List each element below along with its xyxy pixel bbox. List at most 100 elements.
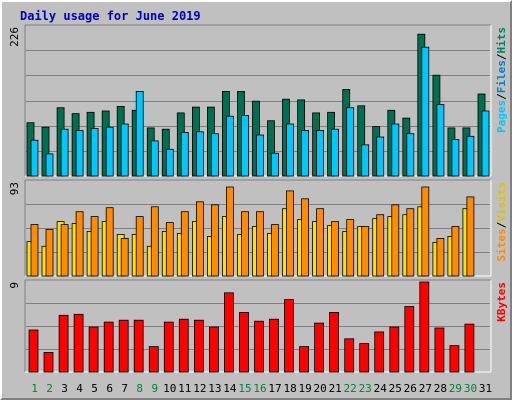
x-tick-label: 30 bbox=[464, 382, 477, 395]
legend-item: / bbox=[495, 93, 508, 100]
bar-pages bbox=[195, 131, 204, 177]
legend-item: KBytes bbox=[495, 282, 508, 322]
legend-item: Files bbox=[495, 60, 508, 93]
bar-visits bbox=[436, 237, 445, 277]
bar-visits bbox=[256, 211, 264, 277]
x-tick-label: 16 bbox=[253, 382, 266, 395]
bar-visits bbox=[376, 214, 385, 277]
x-tick-label: 13 bbox=[208, 382, 221, 395]
x-tick-label: 29 bbox=[449, 382, 462, 395]
bar-kbytes bbox=[374, 331, 385, 373]
bar-pages bbox=[286, 123, 294, 177]
bar-visits bbox=[105, 207, 114, 277]
bar-visits bbox=[225, 186, 234, 277]
bar-kbytes bbox=[178, 318, 189, 373]
bar-kbytes bbox=[299, 346, 310, 373]
x-tick-label: 24 bbox=[374, 382, 388, 395]
x-tick-label: 20 bbox=[313, 382, 326, 395]
bar-visits bbox=[195, 201, 204, 277]
bar-kbytes bbox=[28, 329, 39, 373]
bar-visits bbox=[346, 219, 355, 277]
bar-visits bbox=[210, 204, 219, 277]
bar-kbytes bbox=[103, 321, 114, 373]
bar-kbytes bbox=[118, 319, 129, 373]
y-max-label: 93 bbox=[8, 182, 21, 195]
bar-pages bbox=[60, 128, 69, 177]
bar-pages bbox=[120, 123, 129, 177]
x-tick-label: 8 bbox=[136, 382, 143, 395]
bar-kbytes bbox=[389, 326, 400, 373]
bar-visits bbox=[421, 186, 430, 277]
bar-visits bbox=[135, 216, 144, 277]
bar-visits bbox=[150, 206, 159, 277]
bar-visits bbox=[301, 198, 310, 277]
bar-visits bbox=[120, 237, 129, 277]
bar-kbytes bbox=[434, 327, 445, 373]
bar-pages bbox=[256, 134, 264, 177]
x-tick-label: 28 bbox=[434, 382, 447, 395]
bar-visits bbox=[45, 229, 54, 277]
bar-pages bbox=[436, 104, 445, 177]
bar-visits bbox=[60, 224, 69, 277]
bar-visits bbox=[90, 216, 99, 277]
bar-pages bbox=[331, 128, 340, 177]
bar-hits bbox=[357, 105, 366, 177]
x-tick-label: 7 bbox=[121, 382, 128, 395]
bar-visits bbox=[316, 208, 325, 277]
bar-pages bbox=[241, 115, 249, 177]
bar-kbytes bbox=[43, 351, 54, 373]
bar-visits bbox=[331, 221, 340, 277]
bar-visits bbox=[466, 196, 475, 277]
bar-kbytes bbox=[88, 326, 99, 373]
legend-item: Sites bbox=[495, 228, 508, 261]
bar-kbytes bbox=[148, 346, 159, 373]
x-tick-label: 11 bbox=[178, 382, 191, 395]
x-tick-label: 31 bbox=[479, 382, 492, 395]
bar-visits bbox=[451, 226, 460, 277]
x-tick-label: 14 bbox=[223, 382, 237, 395]
bar-kbytes bbox=[344, 338, 355, 373]
x-tick-label: 22 bbox=[344, 382, 357, 395]
bar-pages bbox=[481, 110, 490, 177]
bar-pages bbox=[135, 91, 144, 177]
x-tick-label: 9 bbox=[151, 382, 158, 395]
bar-kbytes bbox=[133, 319, 144, 373]
bar-pages bbox=[271, 152, 279, 177]
bar-kbytes bbox=[239, 311, 249, 373]
bar-pages bbox=[316, 130, 325, 177]
bar-pages bbox=[406, 133, 415, 177]
x-tick-label: 3 bbox=[61, 382, 68, 395]
bar-kbytes bbox=[464, 323, 475, 373]
chart-title: Daily usage for June 2019 bbox=[20, 9, 201, 23]
bar-kbytes bbox=[359, 343, 370, 373]
x-tick-label: 19 bbox=[298, 382, 311, 395]
bar-pages bbox=[180, 131, 189, 177]
bar-pages bbox=[466, 135, 475, 177]
y-max-label: 9 bbox=[8, 282, 21, 289]
bar-pages bbox=[376, 136, 385, 177]
x-tick-label: 10 bbox=[163, 382, 176, 395]
bar-kbytes bbox=[449, 345, 460, 373]
bar-pages bbox=[346, 107, 355, 177]
x-tick-label: 23 bbox=[359, 382, 372, 395]
x-tick-label: 21 bbox=[329, 382, 342, 395]
legend-item: / bbox=[495, 53, 508, 60]
bar-hits bbox=[267, 120, 275, 177]
legend-item: Hits bbox=[495, 27, 508, 54]
bar-visits bbox=[75, 211, 84, 277]
x-tick-label: 6 bbox=[106, 382, 113, 395]
x-tick-label: 2 bbox=[46, 382, 53, 395]
x-tick-label: 26 bbox=[404, 382, 417, 395]
bar-visits bbox=[406, 208, 415, 277]
bar-kbytes bbox=[193, 319, 204, 373]
bar-kbytes bbox=[284, 299, 294, 373]
bar-kbytes bbox=[329, 311, 340, 373]
x-tick-label: 15 bbox=[238, 382, 251, 395]
x-tick-label: 4 bbox=[76, 382, 83, 395]
legend-item: Visits bbox=[495, 182, 508, 222]
bar-pages bbox=[165, 148, 174, 177]
bar-visits bbox=[30, 224, 39, 277]
bar-pages bbox=[30, 139, 39, 177]
bar-kbytes bbox=[254, 320, 264, 373]
